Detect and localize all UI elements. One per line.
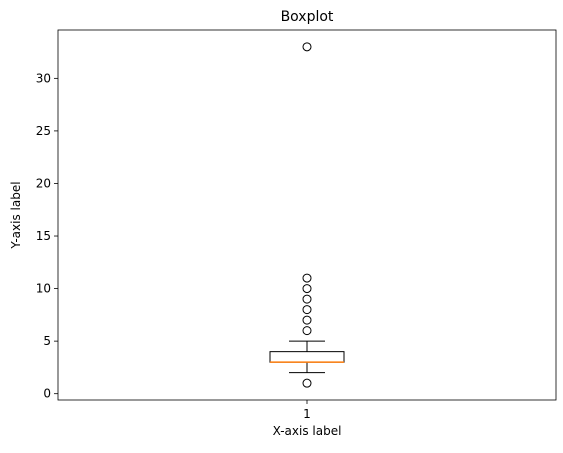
outlier-point bbox=[302, 42, 312, 52]
y-tick-label: 15 bbox=[36, 229, 51, 243]
y-tick-label: 10 bbox=[36, 282, 51, 296]
plot-area bbox=[57, 29, 557, 401]
outlier-point bbox=[302, 294, 312, 304]
chart-title: Boxplot bbox=[281, 9, 334, 25]
y-axis-label: Y-axis label bbox=[9, 181, 23, 249]
y-tick-label: 5 bbox=[43, 334, 51, 348]
outlier-point bbox=[302, 326, 312, 336]
outlier-point bbox=[302, 273, 312, 283]
box-group bbox=[269, 42, 345, 388]
x-axis-label: X-axis label bbox=[273, 424, 342, 438]
y-tick-label: 20 bbox=[36, 176, 51, 190]
x-tick-label: 1 bbox=[303, 407, 311, 421]
y-axis-ticks: 0 5 10 15 20 25 30 bbox=[36, 71, 58, 401]
y-tick-label: 0 bbox=[43, 387, 51, 401]
y-tick-label: 30 bbox=[36, 71, 51, 85]
y-tick-label: 25 bbox=[36, 124, 51, 138]
x-axis-ticks: 1 bbox=[303, 400, 311, 421]
outlier-point bbox=[302, 284, 312, 294]
outlier-point bbox=[302, 378, 312, 388]
outlier-point bbox=[302, 305, 312, 315]
outlier-point bbox=[302, 315, 312, 325]
